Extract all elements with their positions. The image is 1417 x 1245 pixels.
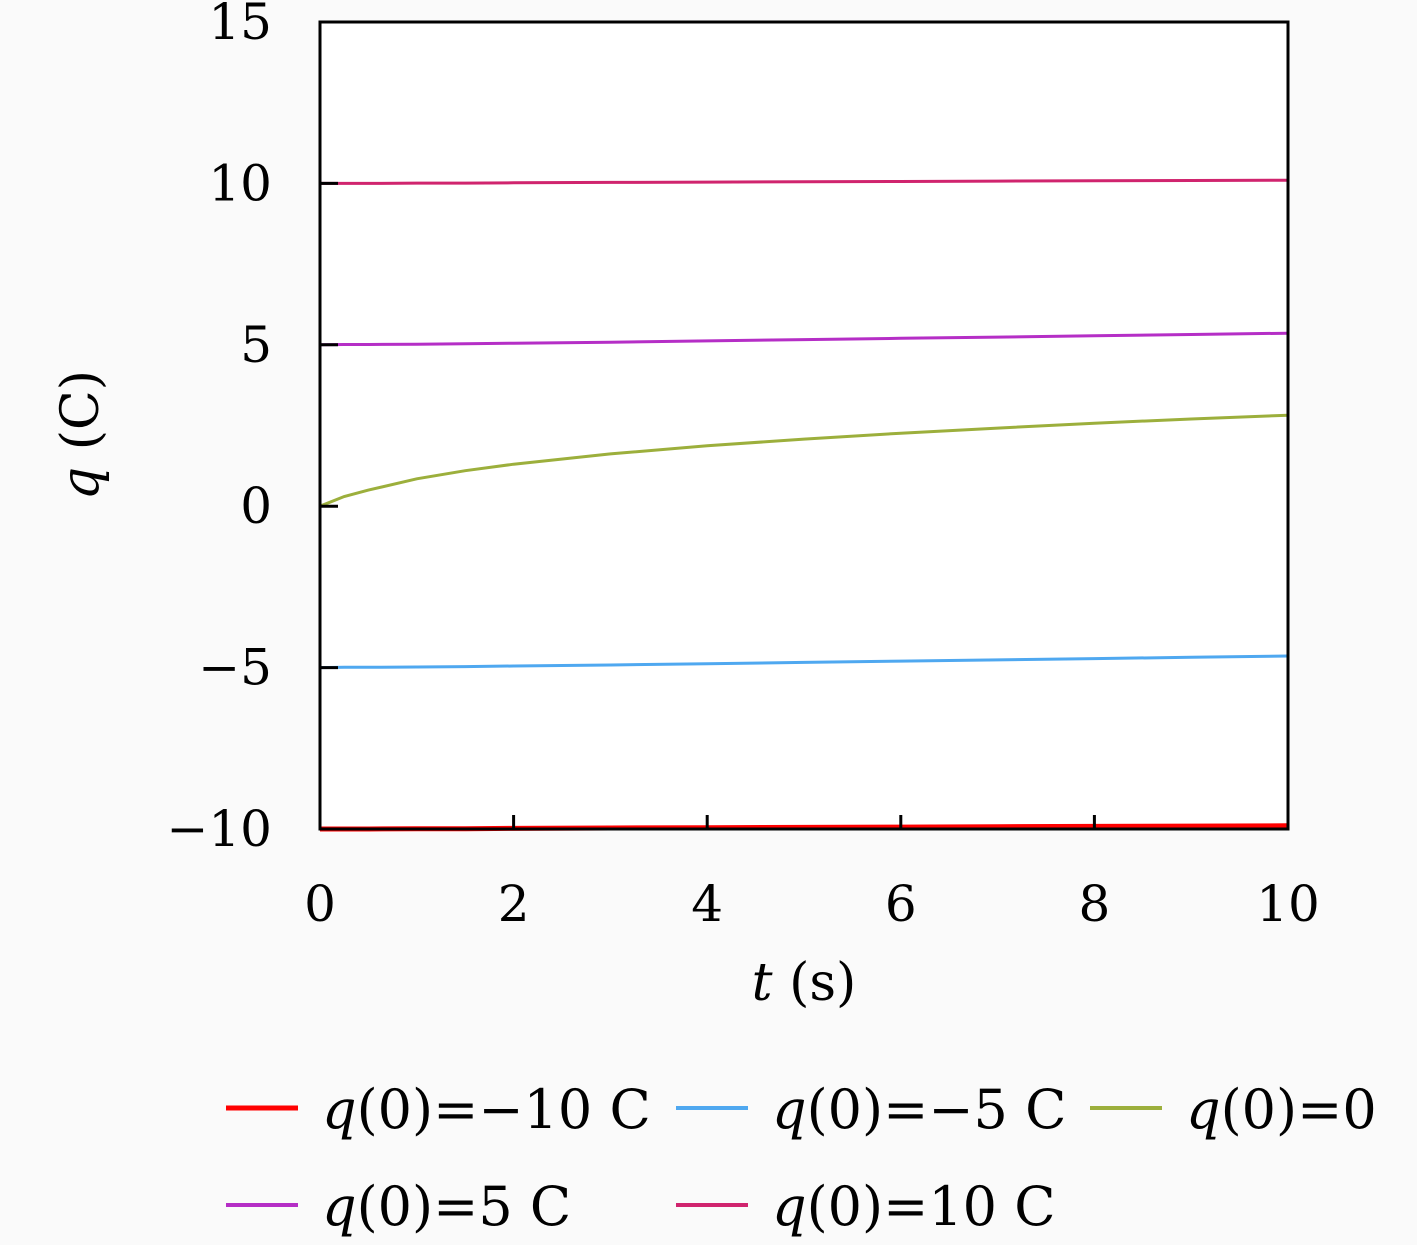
legend-item-3: q(0)=0 <box>1090 1078 1377 1141</box>
x-tick-label: 8 <box>1078 875 1110 933</box>
legend-item-1: q(0)=−10 C <box>226 1078 651 1141</box>
x-tick-label: 2 <box>498 875 530 933</box>
x-tick-label: 0 <box>304 875 336 933</box>
legend-item-5: q(0)=10 C <box>676 1175 1056 1238</box>
ticks-layer <box>320 181 1096 829</box>
y-tick-label: 5 <box>240 316 272 374</box>
legend-label: q(0)=5 C <box>322 1175 571 1238</box>
y-tick-label: 15 <box>208 0 272 51</box>
series-line-4 <box>319 331 1289 347</box>
x-axis-label: t (s) <box>752 953 857 1013</box>
legend-item-2: q(0)=−5 C <box>676 1078 1066 1141</box>
legend-label: q(0)=10 C <box>772 1175 1056 1238</box>
y-axis-label: q (C) <box>51 370 111 500</box>
y-tick-label: −5 <box>198 639 272 697</box>
legend: q(0)=−10 C q(0)=−5 C q(0)=0 q(0)=5 C q(0)=10… <box>226 1078 1377 1238</box>
x-tick-label: 6 <box>885 875 917 933</box>
plot-frame <box>318 20 1290 831</box>
legend-label: q(0)=0 <box>1186 1078 1377 1141</box>
y-tick-label: 10 <box>208 154 272 212</box>
legend-label: q(0)=−10 C <box>322 1078 651 1141</box>
y-tick-label: −10 <box>166 800 272 858</box>
x-tick-label: 10 <box>1256 875 1320 933</box>
series-line-2 <box>319 654 1289 670</box>
y-tick-label: 0 <box>240 477 272 535</box>
tick-labels: 0 2 4 6 8 10 15 10 5 0 −5 −10 <box>166 0 1319 933</box>
series-line-3 <box>319 413 1289 508</box>
legend-label: q(0)=−5 C <box>772 1078 1066 1141</box>
x-tick-label: 4 <box>691 875 723 933</box>
legend-item-4: q(0)=5 C <box>226 1175 571 1238</box>
plot-area <box>320 22 1288 829</box>
series-line-5 <box>320 178 1289 185</box>
